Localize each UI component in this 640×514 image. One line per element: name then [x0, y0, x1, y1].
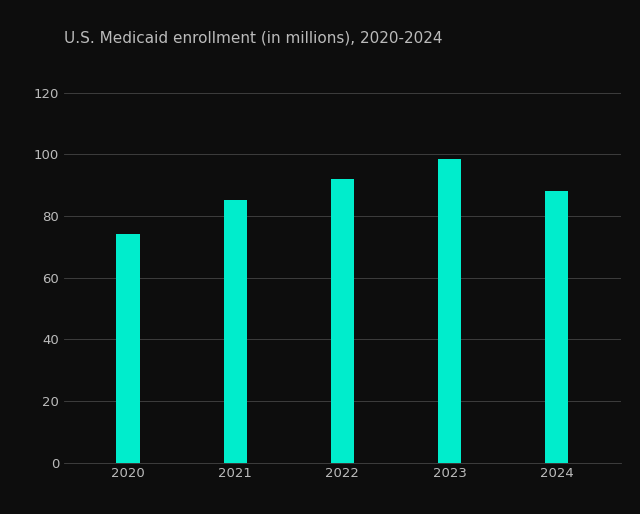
Bar	[545, 191, 568, 463]
Bar	[438, 159, 461, 463]
Bar	[331, 179, 354, 463]
Bar	[116, 234, 140, 463]
Bar	[223, 200, 247, 463]
Text: U.S. Medicaid enrollment (in millions), 2020-2024: U.S. Medicaid enrollment (in millions), …	[64, 30, 442, 45]
